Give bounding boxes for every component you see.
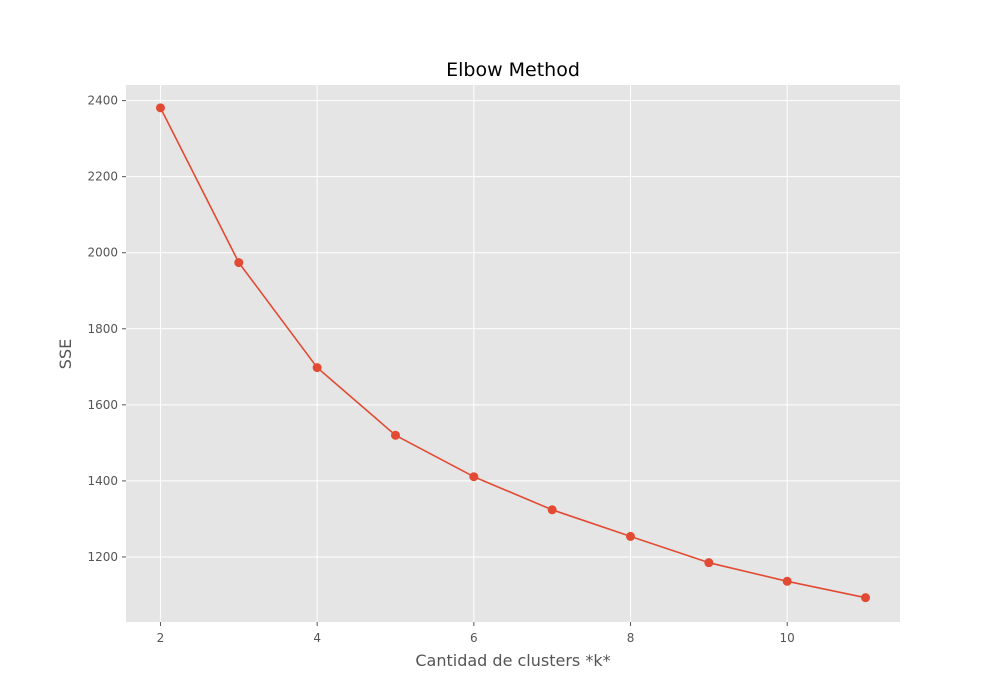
y-tick-label: 1600 [87, 398, 118, 412]
data-point [469, 472, 479, 482]
series-line [159, 107, 866, 599]
y-tick-label: 2400 [87, 94, 118, 108]
chart-title: Elbow Method [446, 59, 580, 81]
data-point [782, 576, 792, 586]
y-tick-label: 1800 [87, 322, 118, 336]
ticks: 1200 1400 1600 1800 2000 2200 2400 2 4 6 8 10 [87, 94, 794, 645]
y-tick-label: 2000 [87, 246, 118, 260]
x-tick-label: 2 [157, 631, 165, 645]
data-point [312, 363, 322, 373]
data-point [547, 505, 557, 515]
y-tick-label: 2200 [87, 170, 118, 184]
data-point [390, 430, 400, 440]
y-axis-label: SSE [56, 339, 75, 369]
data-point [861, 593, 871, 603]
x-tick-label: 8 [627, 631, 635, 645]
data-point [704, 558, 714, 568]
plot-area [126, 85, 900, 622]
y-tick-label: 1400 [87, 474, 118, 488]
data-point [155, 103, 165, 113]
x-tick-label: 10 [780, 631, 795, 645]
y-tick-label: 1200 [87, 550, 118, 564]
x-axis-label: Cantidad de clusters *k* [415, 651, 610, 670]
data-point [626, 531, 636, 541]
series [155, 103, 871, 603]
grid [126, 85, 900, 622]
x-tick-label: 4 [313, 631, 321, 645]
x-tick-label: 6 [470, 631, 478, 645]
data-point [234, 258, 244, 268]
